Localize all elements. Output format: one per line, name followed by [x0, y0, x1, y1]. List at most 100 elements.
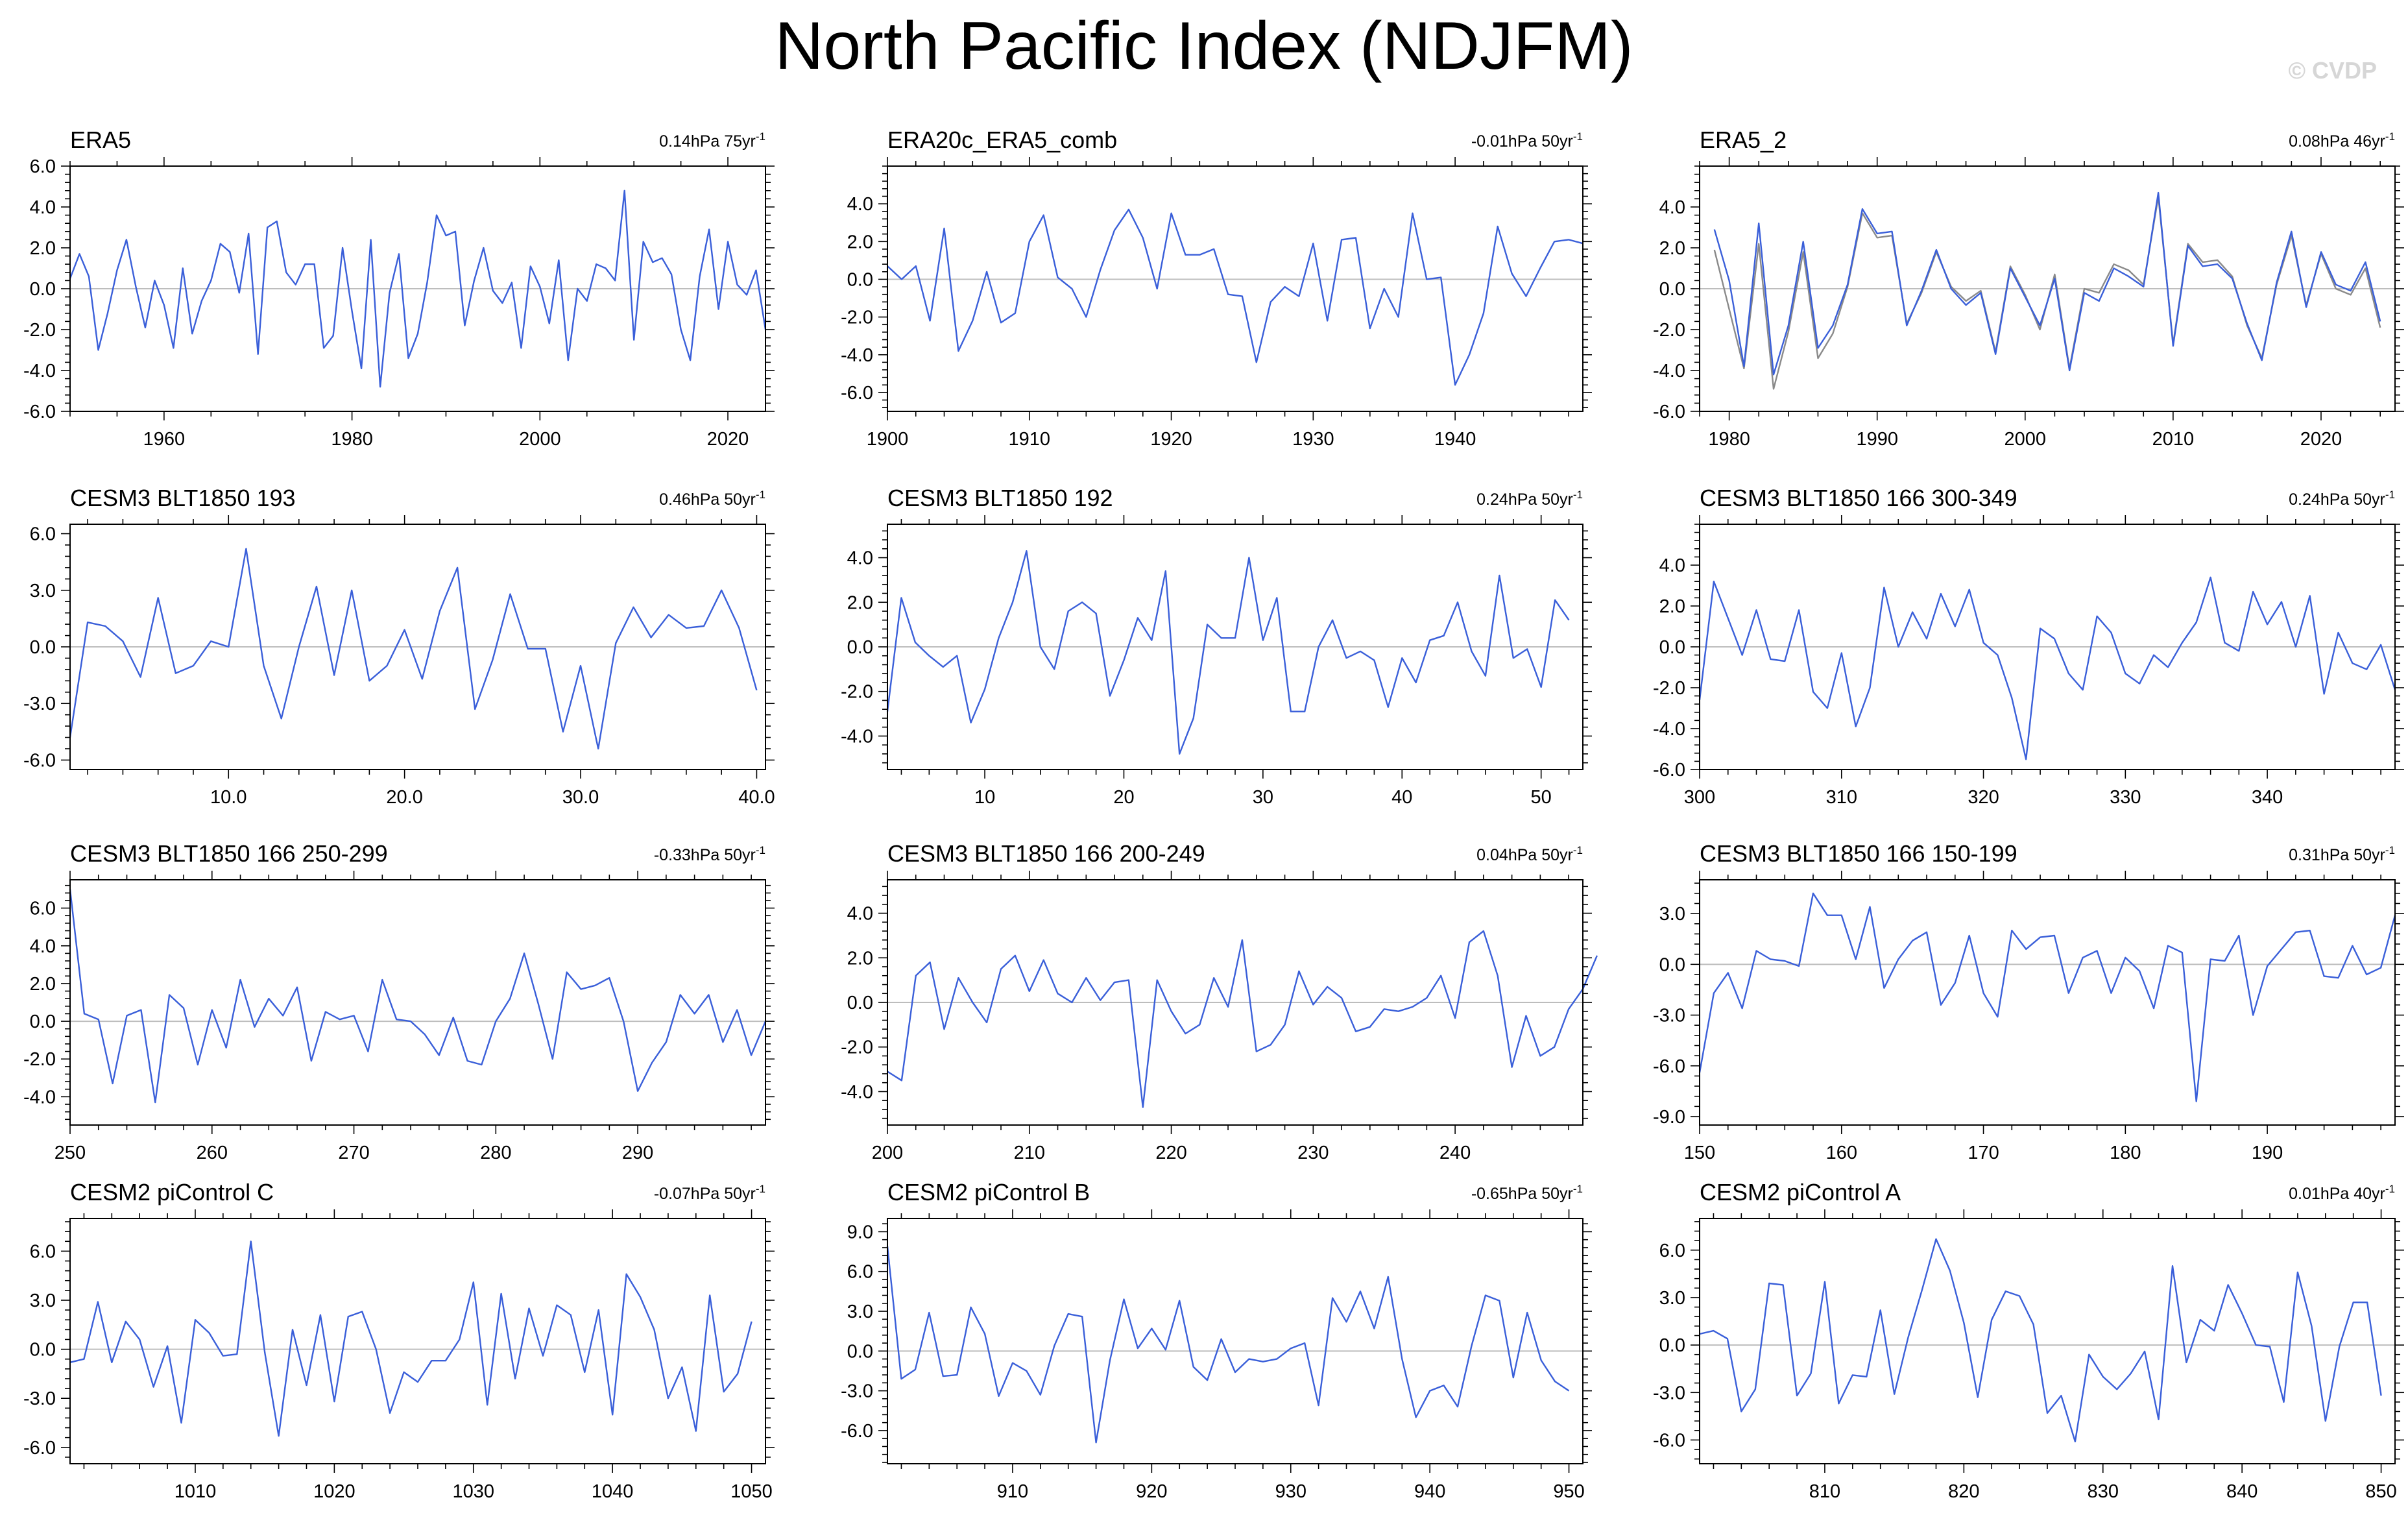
- y-tick-label: -3.0: [1653, 1383, 1685, 1403]
- y-tick-label: -3.0: [23, 1388, 56, 1409]
- overlay-series-line: [1713, 196, 2381, 390]
- y-tick-label: 4.0: [847, 548, 873, 569]
- x-tick-label: 20: [1113, 787, 1134, 808]
- x-tick-label: 180: [2110, 1143, 2141, 1163]
- y-tick-label: 0.0: [30, 1011, 56, 1032]
- x-tick-label: 190: [2252, 1143, 2283, 1163]
- trend-exponent: -1: [1573, 130, 1583, 143]
- series-line: [886, 550, 1570, 755]
- x-tick-label: 1960: [143, 429, 186, 450]
- x-tick-label: 30.0: [562, 787, 599, 808]
- y-tick-label: -6.0: [1653, 1056, 1685, 1077]
- trend-annotation: 0.01hPa 40yr-1: [2289, 1183, 2395, 1203]
- series-line: [887, 208, 1583, 386]
- y-tick-label: -6.0: [841, 383, 873, 404]
- panel-title: CESM2 piControl C: [70, 1179, 274, 1205]
- y-tick-label: 3.0: [847, 1302, 873, 1322]
- y-tick-label: 2.0: [847, 948, 873, 969]
- y-tick-label: -6.0: [23, 1438, 56, 1459]
- x-tick-label: 1940: [1434, 429, 1476, 450]
- y-tick-label: -3.0: [1653, 1006, 1685, 1026]
- x-tick-label: 910: [997, 1481, 1028, 1502]
- x-tick-label: 1900: [867, 429, 909, 450]
- y-tick-label: 2.0: [847, 592, 873, 613]
- y-tick-label: 6.0: [847, 1262, 873, 1283]
- panel-0: -6.0 -4.0 -2.0 0.0 2.0 4.0 6.0 1960 1980 2000 2020…: [23, 127, 775, 450]
- trend-exponent: -1: [1573, 844, 1583, 856]
- x-tick-label: 840: [2226, 1481, 2258, 1502]
- x-tick-label: 10.0: [210, 787, 247, 808]
- series-line: [69, 1241, 752, 1437]
- y-tick-label: 0.0: [847, 269, 873, 290]
- plot-frame: [887, 165, 1583, 412]
- x-tick-label: 1930: [1292, 429, 1334, 450]
- figure-title: North Pacific Index (NDJFM): [775, 8, 1633, 84]
- panel-7: -4.0 -2.0 0.0 2.0 4.0 200 210 220 230 240 CESM3 BL…: [841, 840, 1598, 1163]
- x-tick-label: 50: [1531, 787, 1552, 808]
- y-tick-label: 6.0: [30, 524, 56, 545]
- y-tick-label: 6.0: [1659, 1241, 1685, 1261]
- x-tick-label: 810: [1809, 1481, 1840, 1502]
- y-tick-label: -6.0: [23, 402, 56, 422]
- panel-title: CESM3 BLT1850 192: [887, 485, 1113, 511]
- x-tick-label: 920: [1136, 1481, 1167, 1502]
- y-tick-label: 3.0: [30, 581, 56, 601]
- trend-annotation: 0.24hPa 50yr-1: [1476, 489, 1583, 509]
- y-tick-label: -4.0: [23, 361, 56, 382]
- y-tick-label: 9.0: [847, 1222, 873, 1242]
- series-line: [1698, 576, 2396, 760]
- y-tick-label: -4.0: [1653, 719, 1685, 740]
- x-tick-label: 330: [2110, 787, 2141, 808]
- x-tick-label: 220: [1155, 1143, 1186, 1163]
- panel-8: -9.0 -6.0 -3.0 0.0 3.0 150 160 170 180 190 CESM3 B…: [1653, 840, 2404, 1163]
- trend-annotation: 0.24hPa 50yr-1: [2289, 489, 2395, 509]
- trend-exponent: -1: [756, 844, 765, 856]
- panel-9: -6.0 -3.0 0.0 3.0 6.0 1010 1020 1030 1040 1050 CES…: [23, 1179, 775, 1502]
- x-tick-label: 930: [1275, 1481, 1306, 1502]
- x-tick-label: 250: [54, 1143, 86, 1163]
- x-tick-label: 2000: [519, 429, 561, 450]
- y-tick-label: -2.0: [23, 1049, 56, 1070]
- y-tick-label: 3.0: [1659, 904, 1685, 925]
- y-tick-label: 4.0: [847, 904, 873, 925]
- panel-6: -4.0 -2.0 0.0 2.0 4.0 6.0 250 260 270 280 290 CESM3…: [23, 840, 775, 1163]
- y-tick-label: 0.0: [1659, 637, 1685, 658]
- x-tick-label: 2020: [2300, 429, 2342, 450]
- x-tick-label: 150: [1684, 1143, 1715, 1163]
- y-tick-label: -3.0: [841, 1381, 873, 1402]
- x-tick-label: 300: [1684, 787, 1715, 808]
- y-tick-label: 4.0: [1659, 555, 1685, 576]
- x-tick-label: 340: [2252, 787, 2283, 808]
- trend-annotation: -0.01hPa 50yr-1: [1471, 130, 1583, 151]
- panel-title: CESM3 BLT1850 166 300-349: [1700, 485, 2017, 511]
- y-tick-label: 3.0: [30, 1290, 56, 1311]
- y-tick-label: -4.0: [841, 345, 873, 366]
- x-tick-label: 940: [1414, 1481, 1445, 1502]
- x-tick-label: 200: [872, 1143, 903, 1163]
- plot-frame: [887, 1218, 1583, 1464]
- x-tick-label: 210: [1014, 1143, 1045, 1163]
- y-tick-label: 0.0: [847, 637, 873, 658]
- y-tick-label: 4.0: [1659, 197, 1685, 218]
- y-tick-label: 0.0: [1659, 954, 1685, 975]
- trend-exponent: -1: [756, 130, 765, 143]
- plot-frame: [69, 1218, 766, 1464]
- trend-exponent: -1: [1573, 489, 1583, 501]
- panel-title: CESM3 BLT1850 166 200-249: [887, 840, 1205, 867]
- y-tick-label: -2.0: [1653, 678, 1685, 699]
- trend-value: 0.01hPa 40yr: [2289, 1185, 2385, 1203]
- trend-value: -0.65hPa 50yr: [1471, 1185, 1573, 1203]
- trend-annotation: 0.46hPa 50yr-1: [659, 489, 765, 509]
- y-tick-label: -6.0: [841, 1421, 873, 1442]
- plot-frame: [69, 879, 766, 1126]
- y-tick-label: -4.0: [1653, 361, 1685, 382]
- x-tick-label: 1980: [331, 429, 373, 450]
- panel-title: ERA20c_ERA5_comb: [887, 127, 1117, 153]
- y-tick-label: -2.0: [23, 320, 56, 341]
- y-tick-label: 0.0: [30, 1340, 56, 1361]
- x-tick-label: 320: [1968, 787, 1999, 808]
- x-tick-label: 950: [1553, 1481, 1584, 1502]
- panel-4: -4.0 -2.0 0.0 2.0 4.0 10 20 30 40 50 CESM3 BLT1850…: [841, 485, 1592, 808]
- series-line: [886, 1246, 1570, 1444]
- x-tick-label: 1040: [592, 1481, 634, 1502]
